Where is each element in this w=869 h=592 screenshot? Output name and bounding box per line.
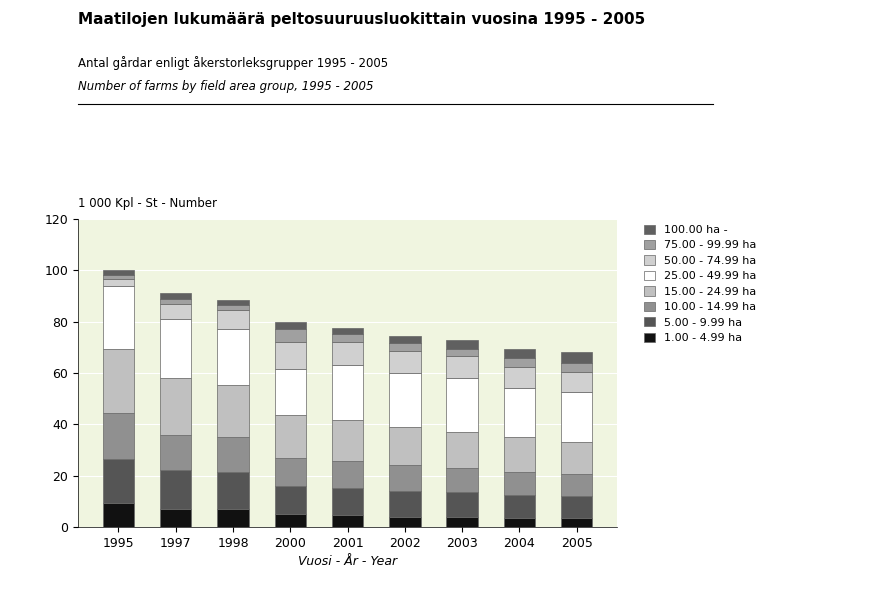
Bar <box>160 294 191 298</box>
Bar <box>275 458 306 486</box>
Bar <box>160 304 191 319</box>
Bar <box>561 518 593 527</box>
Bar <box>103 275 134 279</box>
Bar <box>504 358 535 366</box>
Bar <box>447 349 478 356</box>
Bar <box>504 349 535 358</box>
Bar <box>504 388 535 437</box>
Bar <box>332 488 363 515</box>
Bar <box>160 319 191 378</box>
Bar <box>275 342 306 369</box>
Bar <box>504 437 535 472</box>
Bar <box>332 365 363 420</box>
Bar <box>447 517 478 527</box>
Bar <box>275 369 306 416</box>
Bar <box>389 465 421 491</box>
Bar <box>561 363 593 372</box>
Bar <box>504 495 535 518</box>
Bar <box>561 496 593 518</box>
Bar <box>103 271 134 275</box>
Bar <box>389 343 421 351</box>
Bar <box>389 491 421 517</box>
Bar <box>275 329 306 342</box>
Text: Number of farms by field area group, 1995 - 2005: Number of farms by field area group, 199… <box>78 80 374 93</box>
Bar <box>103 279 134 286</box>
Bar <box>160 509 191 527</box>
Bar <box>332 334 363 342</box>
Bar <box>447 340 478 349</box>
Bar <box>275 321 306 329</box>
Bar <box>160 298 191 304</box>
Bar <box>217 305 249 310</box>
Bar <box>504 518 535 527</box>
Bar <box>504 366 535 388</box>
Bar <box>217 310 249 329</box>
Bar <box>447 492 478 517</box>
Bar <box>217 509 249 527</box>
Bar <box>217 329 249 385</box>
Bar <box>561 442 593 474</box>
Bar <box>217 300 249 305</box>
Bar <box>447 356 478 378</box>
Bar <box>103 413 134 459</box>
Bar <box>561 392 593 442</box>
Bar <box>389 373 421 427</box>
Bar <box>103 286 134 349</box>
Bar <box>332 420 363 462</box>
Bar <box>332 515 363 527</box>
Text: 1 000 Kpl - St - Number: 1 000 Kpl - St - Number <box>78 197 217 210</box>
X-axis label: Vuosi - År - Year: Vuosi - År - Year <box>298 555 397 568</box>
Text: Antal gårdar enligt åkerstorleksgrupper 1995 - 2005: Antal gårdar enligt åkerstorleksgrupper … <box>78 56 388 70</box>
Bar <box>332 462 363 488</box>
Bar <box>389 427 421 465</box>
Bar <box>389 336 421 343</box>
Bar <box>504 472 535 495</box>
Bar <box>332 342 363 365</box>
Bar <box>389 517 421 527</box>
Bar <box>561 372 593 392</box>
Text: Maatilojen lukumäärä peltosuuruusluokittain vuosina 1995 - 2005: Maatilojen lukumäärä peltosuuruusluokitt… <box>78 12 646 27</box>
Bar <box>160 471 191 509</box>
Bar <box>275 514 306 527</box>
Bar <box>103 503 134 527</box>
Bar <box>217 472 249 509</box>
Bar <box>389 351 421 373</box>
Bar <box>275 486 306 514</box>
Bar <box>160 378 191 435</box>
Bar <box>447 468 478 492</box>
Legend: 100.00 ha -, 75.00 - 99.99 ha, 50.00 - 74.99 ha, 25.00 - 49.99 ha, 15.00 - 24.99: 100.00 ha -, 75.00 - 99.99 ha, 50.00 - 7… <box>644 224 757 343</box>
Bar <box>275 416 306 458</box>
Bar <box>447 378 478 432</box>
Bar <box>561 474 593 496</box>
Bar <box>561 352 593 363</box>
Bar <box>447 432 478 468</box>
Bar <box>217 437 249 472</box>
Bar <box>217 385 249 437</box>
Bar <box>103 459 134 503</box>
Bar <box>103 349 134 413</box>
Bar <box>332 328 363 334</box>
Bar <box>160 435 191 471</box>
